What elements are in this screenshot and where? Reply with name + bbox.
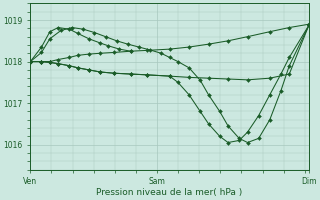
X-axis label: Pression niveau de la mer( hPa ): Pression niveau de la mer( hPa ) — [96, 188, 243, 197]
